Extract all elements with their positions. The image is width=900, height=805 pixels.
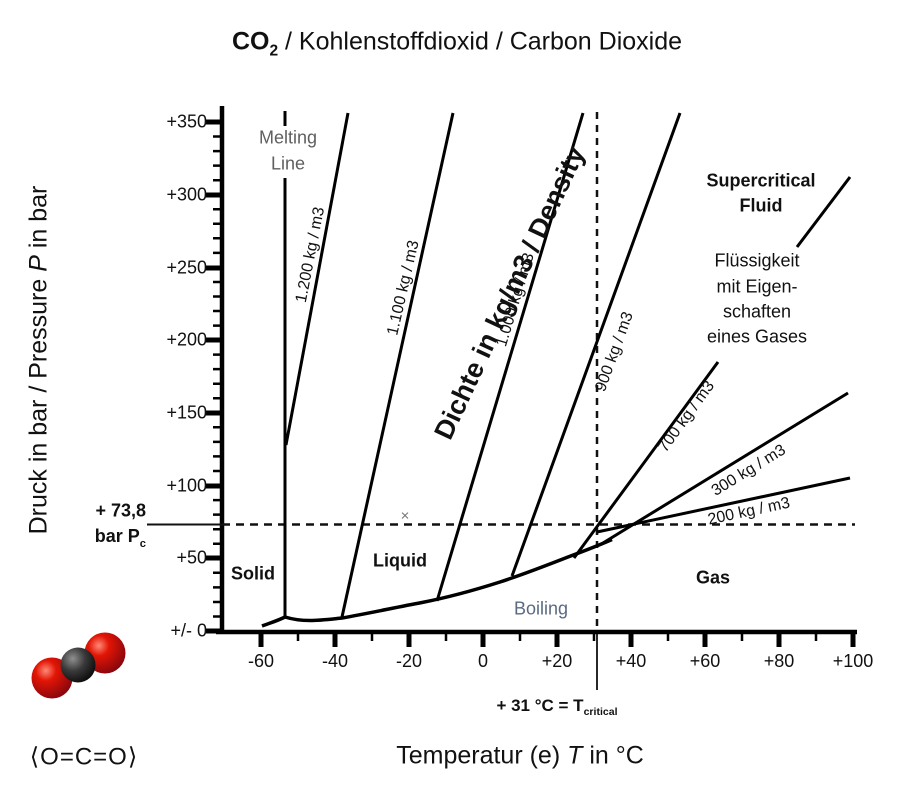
x-major-ticks [258,632,856,647]
carbon-atom [60,647,96,683]
x-tick-p60: +60 [689,651,721,671]
critical-pressure-unit: bar Pc [95,526,146,550]
fluid-note-line-1: Flüssigkeit [714,250,800,271]
x-tick-p80: +80 [763,651,795,671]
isochore-1200-line [284,112,350,446]
fluid-note-line-4: eines Gases [706,326,808,347]
region-gas-label: Gas [695,567,731,588]
x-tick-0: 0 [477,651,489,671]
supercritical-label-1: Supercritical [706,170,816,191]
x-tick-n20: -20 [395,651,423,671]
critical-temperature-main: + 31 °C = T [496,695,584,715]
y-axis-title: Druck in bar / Pressure P in bar [25,186,54,535]
critical-pressure-value: + 73,8 [95,500,146,521]
x-tick-p40: +40 [615,651,647,671]
x-axis-title: Temperatur (e) T in °C [396,742,644,771]
y-tick-200: +200 [166,329,207,350]
melting-line-label-2: Line [270,153,306,174]
isochore-200-line [596,476,851,534]
y-axis-title-symbol: P [24,255,53,272]
critical-pressure-unit-main: bar P [94,526,140,547]
y-minor-ticks [213,135,222,618]
fluid-note-line-3: schaften [722,301,792,322]
region-liquid-label: Liquid [373,550,427,571]
lewis-structure: ⟨O=C=O⟩ [29,743,139,771]
x-tick-n60: -60 [247,651,275,671]
y-axis-title-post: in bar [24,185,53,256]
sublimation-boiling-curve [261,537,613,628]
y-tick-350: +350 [166,111,207,132]
critical-temperature-label: + 31 °C = Tcritical [496,696,617,718]
x-axis-title-post: in °C [582,741,644,770]
isochore-700-line [572,361,720,559]
y-tick-250: +250 [166,257,207,278]
x-tick-p100: +100 [832,651,874,671]
melting-line-label-1: Melting [258,127,318,148]
supercritical-isochore-line [795,176,852,248]
y-axis-title-pre: Druck in bar / Pressure [24,271,53,535]
page-title: CO2 / Kohlenstoffdioxid / Carbon Dioxide [232,28,682,61]
isochore-900-line [510,112,682,577]
y-tick-100: +100 [166,475,207,496]
boiling-label: Boiling [513,598,569,619]
fluid-note-line-2: mit Eigen- [716,276,798,297]
y-tick-0: +/- 0 [170,620,207,641]
x-axis-title-pre: Temperatur (e) [396,741,568,770]
point-marker: × [400,507,410,525]
x-axis-title-symbol: T [567,741,583,770]
x-tick-p20: +20 [541,651,573,671]
critical-temperature-sub: critical [583,706,618,719]
title-formula-subscript: 2 [269,42,279,60]
critical-pressure-unit-sub: c [139,537,146,550]
isochore-1100-line [340,112,455,618]
isochore-300-line [602,391,849,545]
co2-molecule [31,632,126,699]
y-major-ticks [205,119,222,634]
y-tick-50: +50 [176,547,207,568]
title-rest: / Kohlenstoffdioxid / Carbon Dioxide [278,27,683,56]
region-solid-label: Solid [231,563,275,584]
x-tick-n40: -40 [321,651,349,671]
x-minor-ticks [296,632,818,641]
y-tick-150: +150 [166,402,207,423]
isochore-1000-line [435,112,585,602]
y-tick-300: +300 [166,184,207,205]
supercritical-label-2: Fluid [739,195,783,216]
title-formula: CO [231,27,270,56]
